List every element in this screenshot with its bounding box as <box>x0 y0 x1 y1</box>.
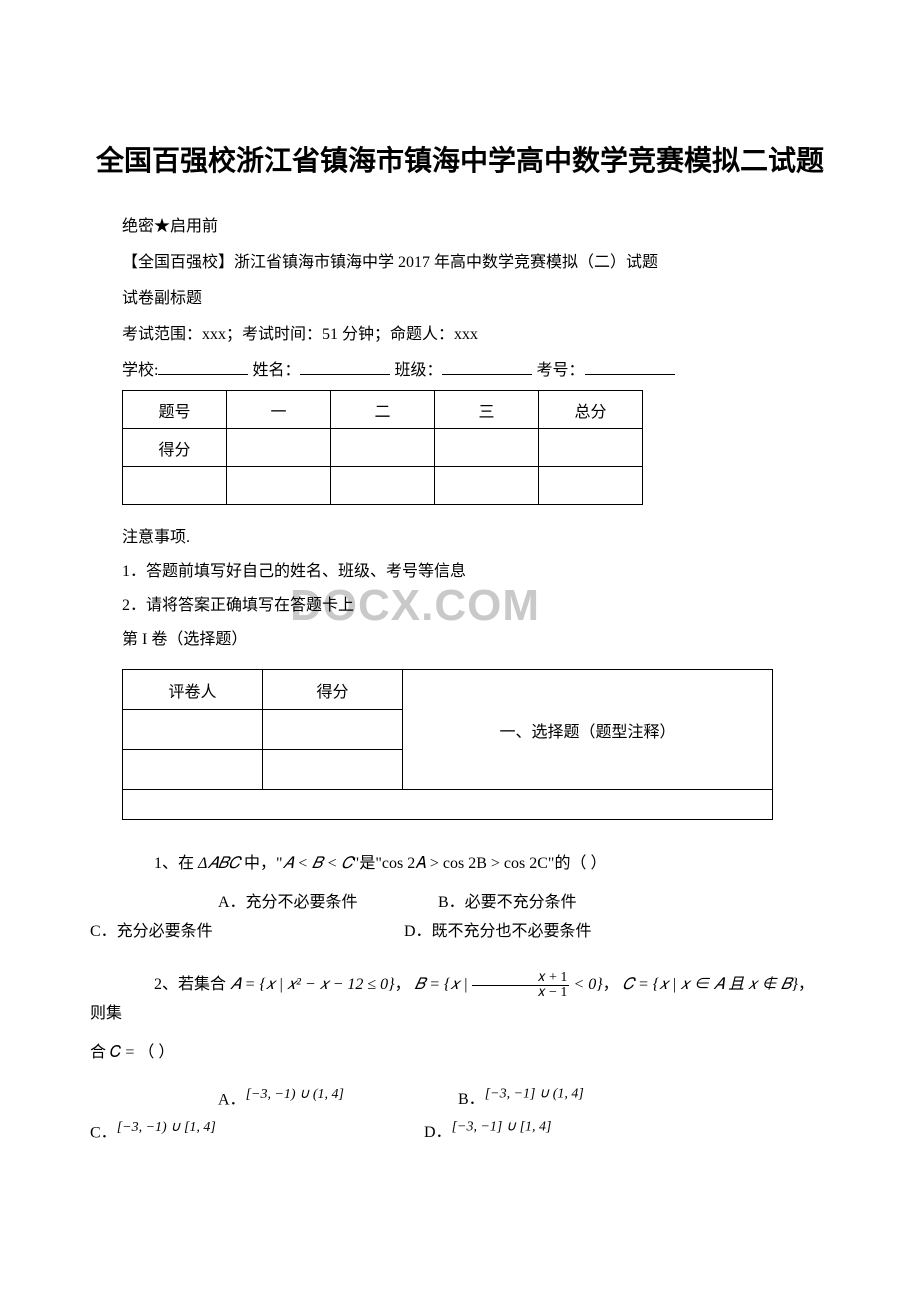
q2-prefix: 2、若集合 <box>154 977 230 994</box>
q1-mid: 中，" <box>240 855 283 872</box>
table-row <box>123 467 643 505</box>
paper-subtitle: 试卷副标题 <box>90 284 830 308</box>
score-label: 得分 <box>263 670 403 710</box>
score-cell <box>435 467 539 505</box>
q2-opt-a-label: A． <box>218 1091 246 1108</box>
q2-options: A．[−3, −1) ∪ (1, 4] B．[−3, −1] ∪ (1, 4] … <box>90 1082 830 1148</box>
score-cell <box>123 467 227 505</box>
header-cell: 三 <box>435 391 539 429</box>
section-blank <box>123 790 773 820</box>
score-cell <box>227 429 331 467</box>
q2-opt-row1: A．[−3, −1) ∪ (1, 4] B．[−3, −1] ∪ (1, 4] <box>90 1082 830 1115</box>
score-label-cell: 得分 <box>123 429 227 467</box>
table-row <box>123 790 773 820</box>
exam-info: 考试范围：xxx；考试时间：51 分钟；命题人：xxx <box>90 320 830 344</box>
notice-item: 1．答题前填写好自己的姓名、班级、考号等信息 <box>90 557 830 581</box>
header-cell: 总分 <box>539 391 643 429</box>
q1-opt-a: A．充分不必要条件 <box>154 889 434 918</box>
section-header-box: 评卷人 得分 一、选择题（题型注释） <box>122 669 830 820</box>
q2-opt-d-wrap: D．[−3, −1] ∪ [1, 4] <box>424 1124 552 1141</box>
exam-subtitle: 【全国百强校】浙江省镇海市镇海中学 2017 年高中数学竞赛模拟（二）试题 <box>90 248 830 272</box>
q2-setA: 𝐴 = {𝑥 | 𝑥² − 𝑥 − 12 ≤ 0} <box>230 977 395 994</box>
question-2: 2、若集合 𝐴 = {𝑥 | 𝑥² − 𝑥 − 12 ≤ 0}， 𝐵 = {𝑥 … <box>90 971 830 1029</box>
q2-opt-c: [−3, −1) ∪ [1, 4] <box>117 1120 216 1135</box>
header-cell: 一 <box>227 391 331 429</box>
section-title-cell: 一、选择题（题型注释） <box>403 670 773 790</box>
header-cell: 二 <box>331 391 435 429</box>
grader-blank <box>123 750 263 790</box>
question-1: 1、在 Δ𝐴𝐵𝐶 中，"𝐴 < 𝐵 < 𝐶"是"cos 2𝐴 > cos 2B … <box>90 850 830 879</box>
q1-opt-c: C．充分必要条件 <box>90 918 400 947</box>
q1-opt-d: D．既不充分也不必要条件 <box>404 923 592 940</box>
part-label: 第 I 卷（选择题） <box>90 625 830 649</box>
q2-c1: ， <box>395 977 411 994</box>
q2-opt-b: [−3, −1] ∪ (1, 4] <box>485 1087 584 1102</box>
header-cell: 题号 <box>123 391 227 429</box>
table-row: 评卷人 得分 一、选择题（题型注释） <box>123 670 773 710</box>
q1-is: "是" <box>353 855 382 872</box>
q2-setC: 𝐶 = {𝑥 | 𝑥 ∈ 𝐴 且 𝑥 ∉ 𝐵} <box>623 977 798 994</box>
name-label: 姓名： <box>252 362 300 379</box>
frac-denominator: 𝑥 − 1 <box>472 986 570 1000</box>
q1-cond1: 𝐴 < 𝐵 < 𝐶 <box>283 855 353 872</box>
q2-opt-a-wrap: A．[−3, −1) ∪ (1, 4] <box>154 1082 454 1115</box>
q1-options: A．充分不必要条件 B．必要不充分条件 C．充分必要条件 D．既不充分也不必要条… <box>90 889 830 947</box>
q2-opt-d: [−3, −1] ∪ [1, 4] <box>452 1120 552 1135</box>
q2-opt-c-label: C． <box>90 1124 117 1141</box>
q2-opt-b-label: B． <box>458 1091 485 1108</box>
score-cell <box>539 429 643 467</box>
grader-label: 评卷人 <box>123 670 263 710</box>
q1-suffix: "的（ ） <box>548 855 607 872</box>
score-cell <box>435 429 539 467</box>
score-cell <box>331 429 435 467</box>
q2-c2: ， <box>603 977 619 994</box>
document-title: 全国百强校浙江省镇海市镇海中学高中数学竞赛模拟二试题 <box>90 140 830 182</box>
classified-label: 绝密★启用前 <box>90 212 830 236</box>
q2-setB-post: < 0} <box>569 977 602 994</box>
question-2-line2: 合 𝐶 = （ ） <box>90 1039 830 1068</box>
table-row: 题号 一 二 三 总分 <box>123 391 643 429</box>
grader-blank <box>123 710 263 750</box>
frac-numerator: 𝑥 + 1 <box>472 971 570 986</box>
q2-opt-row2: C．[−3, −1) ∪ [1, 4] D．[−3, −1] ∪ [1, 4] <box>90 1115 830 1148</box>
name-blank <box>300 359 390 375</box>
notice-item: 2．请将答案正确填写在答题卡上 <box>90 591 830 615</box>
section-table: 评卷人 得分 一、选择题（题型注释） <box>122 669 773 820</box>
school-label: 学校: <box>122 362 158 379</box>
school-blank <box>158 359 248 375</box>
q1-opt-row2: C．充分必要条件 D．既不充分也不必要条件 <box>90 918 830 947</box>
score-blank <box>263 710 403 750</box>
student-info-line: 学校: 姓名： 班级： 考号： <box>90 356 830 380</box>
score-cell <box>331 467 435 505</box>
score-blank <box>263 750 403 790</box>
q1-triangle: Δ𝐴𝐵𝐶 <box>198 855 240 872</box>
q2-opt-b-wrap: B．[−3, −1] ∪ (1, 4] <box>458 1091 584 1108</box>
number-label: 考号： <box>536 362 584 379</box>
q1-opt-b: B．必要不充分条件 <box>438 894 577 911</box>
notice-title: 注意事项. <box>90 523 830 547</box>
q1-prefix: 1、在 <box>154 855 198 872</box>
class-blank <box>442 359 532 375</box>
q2-opt-a: [−3, −1) ∪ (1, 4] <box>246 1087 344 1102</box>
table-row: 得分 <box>123 429 643 467</box>
q2-opt-c-wrap: C．[−3, −1) ∪ [1, 4] <box>90 1115 420 1148</box>
q1-cond2: cos 2𝐴 > cos 2B > cos 2C <box>382 855 548 872</box>
class-label: 班级： <box>394 362 442 379</box>
score-table: 题号 一 二 三 总分 得分 <box>122 390 643 505</box>
score-cell <box>227 467 331 505</box>
q2-setB-pre: 𝐵 = {𝑥 | <box>415 977 472 994</box>
q2-opt-d-label: D． <box>424 1124 452 1141</box>
number-blank <box>585 359 675 375</box>
score-cell <box>539 467 643 505</box>
q1-opt-row1: A．充分不必要条件 B．必要不充分条件 <box>90 889 830 918</box>
q2-fraction: 𝑥 + 1𝑥 − 1 <box>472 971 570 1000</box>
